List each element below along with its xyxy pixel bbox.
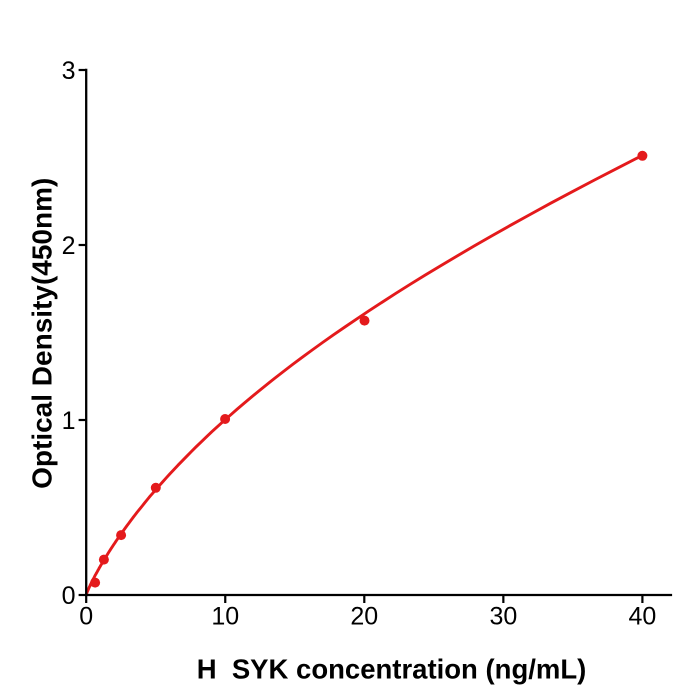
svg-text:H SYK concentration (ng/mL): H SYK concentration (ng/mL) — [197, 653, 587, 684]
svg-text:10: 10 — [211, 603, 239, 631]
svg-text:0: 0 — [79, 603, 93, 631]
svg-text:3: 3 — [62, 57, 76, 85]
svg-text:2: 2 — [62, 232, 76, 260]
svg-text:40: 40 — [628, 603, 656, 631]
svg-text:30: 30 — [489, 603, 517, 631]
svg-text:1: 1 — [62, 407, 76, 435]
svg-text:0: 0 — [62, 582, 76, 610]
svg-text:Optical Density(450nm): Optical Density(450nm) — [27, 178, 58, 489]
svg-text:20: 20 — [350, 603, 378, 631]
